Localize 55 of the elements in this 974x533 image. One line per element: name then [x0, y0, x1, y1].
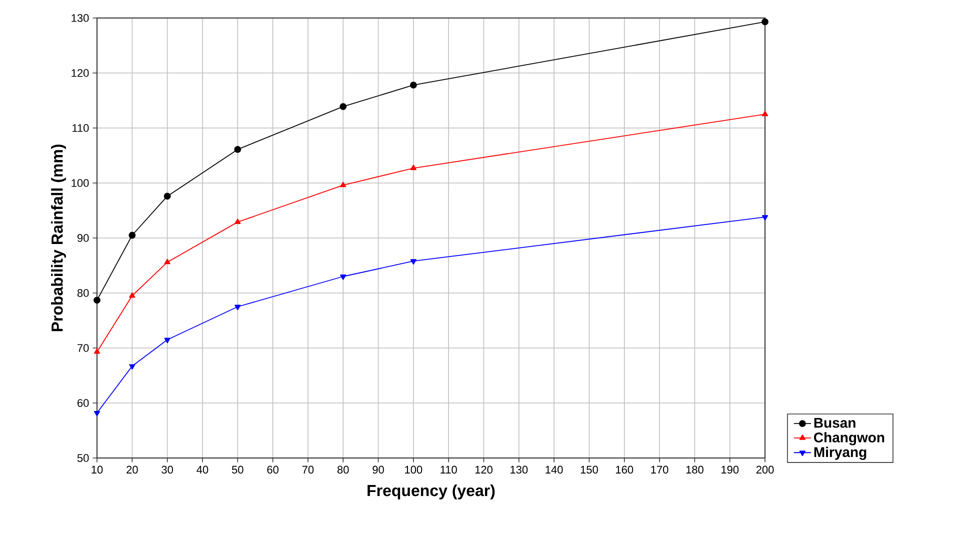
point: [340, 274, 346, 280]
point: [234, 304, 241, 310]
point: [234, 218, 241, 224]
x-tick-label: 200: [756, 466, 774, 474]
x-tick-label: 180: [686, 466, 704, 474]
point: [128, 232, 136, 239]
x-tick-label: 130: [510, 466, 528, 474]
x-tick-label: 90: [372, 466, 384, 474]
legend-label: Busan: [814, 418, 856, 428]
x-tick-label: 20: [126, 466, 138, 474]
point: [94, 348, 100, 354]
legend-label: Miryang: [814, 446, 866, 460]
point: [340, 182, 346, 188]
x-tick-label: 170: [651, 466, 668, 474]
x-tick-label: 100: [405, 466, 422, 474]
point: [410, 164, 416, 170]
x-tick-label: 10: [92, 466, 103, 474]
y-axis-title: Probability Rainfall (mm): [51, 144, 66, 332]
point: [762, 18, 768, 26]
x-tick-label: 120: [475, 466, 492, 474]
y-tick-label: 70: [78, 344, 89, 352]
y-tick-label: 120: [72, 69, 89, 77]
y-tick-label: 50: [77, 454, 89, 462]
point: [410, 82, 417, 89]
point: [164, 192, 171, 200]
point: [94, 296, 100, 304]
x-tick-label: 50: [232, 466, 244, 474]
x-tick-label: 140: [546, 466, 563, 474]
x-tick-label: 150: [580, 466, 598, 474]
y-tick-label: 100: [72, 179, 89, 187]
point: [762, 110, 768, 116]
point: [762, 215, 768, 221]
point: [234, 146, 242, 153]
x-tick-label: 80: [337, 466, 349, 474]
point: [164, 258, 170, 264]
point: [129, 292, 136, 298]
y-tick-label: 110: [72, 124, 89, 132]
point: [340, 103, 347, 110]
x-tick-label: 110: [440, 466, 457, 474]
point: [164, 338, 170, 344]
x-tick-label: 160: [616, 466, 634, 474]
x-tick-label: 30: [162, 466, 173, 474]
x-tick-label: 190: [722, 466, 739, 474]
x-tick-label: 70: [302, 466, 314, 474]
x-tick-label: 60: [267, 466, 278, 474]
y-tick-label: 90: [77, 234, 89, 242]
y-tick-label: 80: [77, 289, 89, 297]
y-tick-label: 60: [78, 399, 89, 407]
point: [410, 259, 416, 265]
y-tick-label: 130: [72, 14, 89, 22]
x-tick-label: 40: [196, 466, 208, 474]
legend-label: Changwon: [814, 432, 884, 446]
point: [129, 364, 136, 370]
x-axis-title: Frequency (year): [368, 484, 495, 500]
point: [94, 410, 100, 416]
